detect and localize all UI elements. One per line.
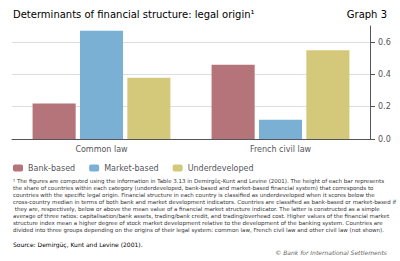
svg-text:Determinants of financial stru: Determinants of financial structure: leg…: [13, 9, 255, 20]
svg-text:divided into three groups depe: divided into three groups depending on t…: [13, 227, 384, 234]
svg-text:French civil law: French civil law: [250, 145, 312, 154]
svg-text:they are, respectively, below: they are, respectively, below or above t…: [13, 206, 381, 213]
svg-text:¹ The figures are computed usi: ¹ The figures are computed using the inf…: [13, 178, 386, 185]
svg-text:Common law: Common law: [75, 145, 128, 154]
svg-text:0.2: 0.2: [378, 102, 391, 111]
svg-text:countries with the specific le: countries with the specific legal origin…: [13, 192, 376, 199]
svg-text:© Bank for International Settl: © Bank for International Settlements: [275, 249, 387, 256]
svg-text:average of three ratios: capit: average of three ratios: capitalisation/…: [13, 213, 391, 220]
svg-text:0.0: 0.0: [378, 135, 391, 144]
svg-text:Market-based: Market-based: [104, 164, 159, 173]
svg-text:the share of countries within: the share of countries within each categ…: [13, 185, 375, 192]
svg-text:Graph 3: Graph 3: [347, 9, 387, 20]
svg-text:0.4: 0.4: [378, 70, 391, 79]
svg-text:0.6: 0.6: [378, 38, 391, 47]
svg-text:Source: Demirgüç, Kunt and Lev: Source: Demirgüç, Kunt and Levine (2001)…: [13, 241, 143, 249]
svg-text:cross-country median in terms: cross-country median in terms of both ba…: [13, 199, 397, 206]
svg-text:Underdeveloped: Underdeveloped: [188, 164, 254, 173]
svg-text:Bank-based: Bank-based: [28, 164, 75, 173]
svg-text:structure index mean a higher: structure index mean a higher degree of …: [13, 220, 384, 227]
